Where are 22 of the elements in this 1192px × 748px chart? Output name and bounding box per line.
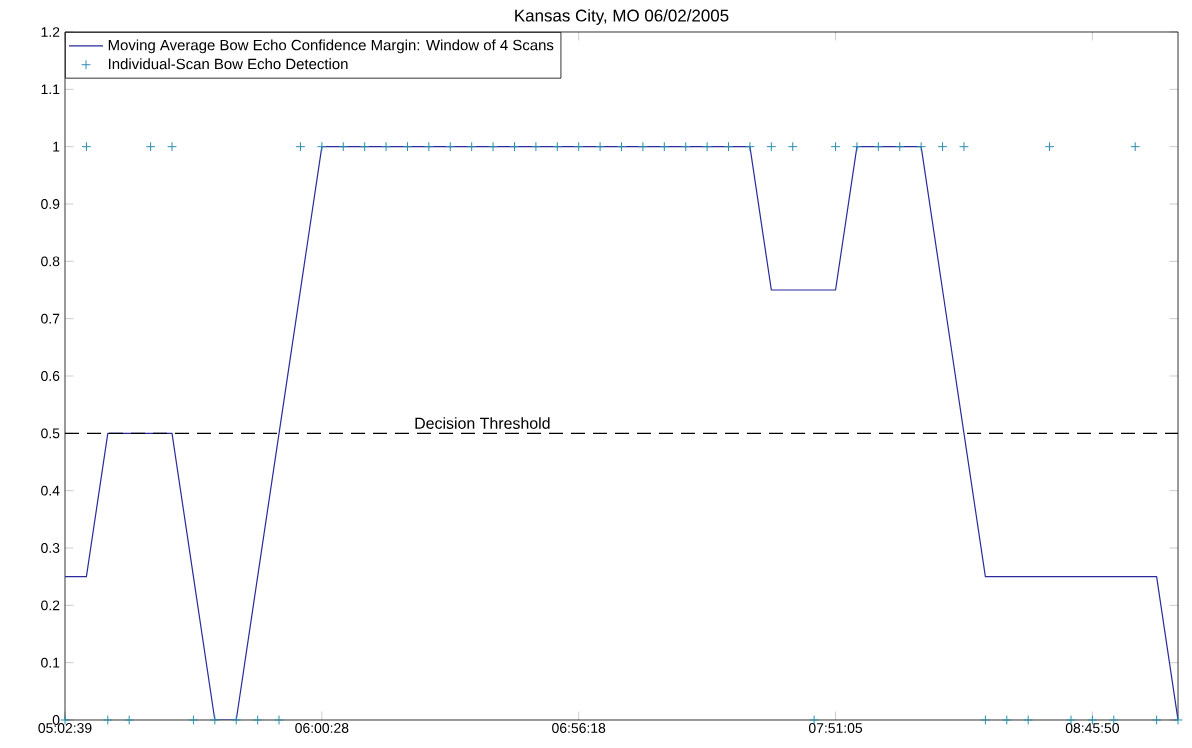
ref-line-label: Decision Threshold (415, 417, 550, 429)
y-tick-label: 1 (53, 141, 60, 152)
legend-label: Moving Average Bow Echo Confidence Margin: Window of 4 Scans (108, 39, 554, 54)
y-tick-label: 1.1 (41, 84, 60, 95)
y-tick-label: 0.8 (41, 256, 60, 267)
y-tick-label: 0.6 (41, 371, 60, 381)
y-tick-label: 0.5 (41, 428, 60, 439)
x-tick-label: 08:45:50 (1065, 723, 1119, 733)
legend-label: Individual-Scan Bow Echo Detection (108, 58, 348, 70)
y-tick-label: 0.2 (41, 600, 60, 611)
x-tick-label: 06:00:28 (295, 723, 349, 733)
y-tick-label: 0.1 (41, 657, 60, 668)
y-tick-label: 0 (52, 715, 60, 725)
y-tick-label: 0.4 (41, 485, 60, 496)
chart-title: Kansas City, MO 06/02/2005 (515, 9, 729, 25)
x-tick-label: 06:56:18 (552, 723, 606, 733)
y-tick-label: 0.9 (41, 199, 60, 209)
x-tick-label: 07:51:05 (808, 723, 863, 733)
y-tick-label: 0.3 (41, 543, 60, 553)
y-tick-label: 0.7 (41, 313, 60, 324)
y-tick-label: 1.2 (41, 27, 60, 37)
x-tick-label: 05:02:39 (38, 723, 92, 733)
